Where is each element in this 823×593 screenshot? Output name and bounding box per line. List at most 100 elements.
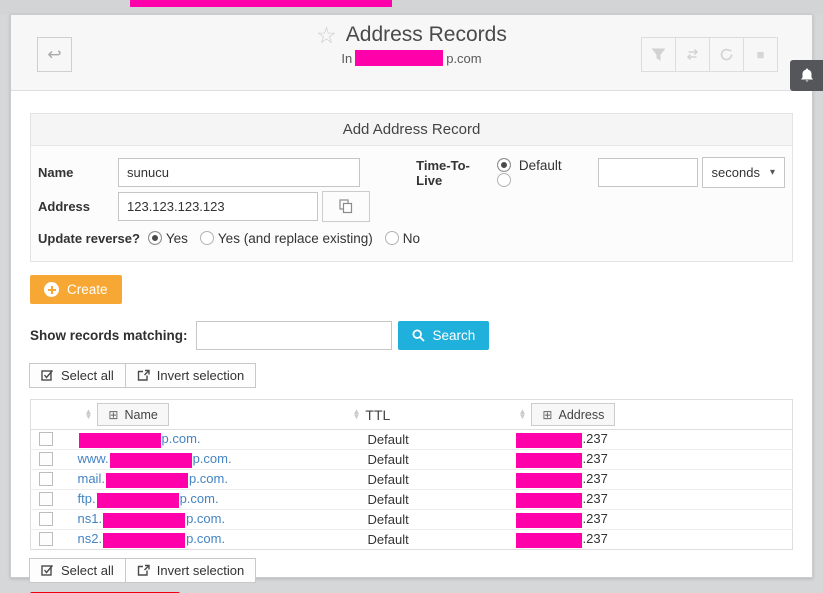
select-all-label: Select all [61, 368, 114, 383]
subtitle-prefix: In [341, 50, 353, 66]
page-title: Address Records [345, 23, 507, 46]
search-button[interactable]: Search [397, 321, 490, 350]
chevron-down-icon: ▾ [769, 167, 775, 178]
row-checkbox[interactable] [39, 532, 53, 546]
browser-top-strip [0, 0, 823, 14]
row-checkbox[interactable] [39, 512, 53, 526]
record-name-link[interactable]: ftp. p.com. [77, 491, 219, 508]
invert-selection-button[interactable]: Invert selection [124, 558, 257, 583]
record-ttl: Default [367, 452, 409, 467]
record-ttl: Default [367, 512, 409, 527]
row-checkbox[interactable] [39, 472, 53, 486]
redacted-address [515, 452, 582, 468]
row-checkbox[interactable] [39, 492, 53, 506]
name-header-label: Name [124, 407, 158, 422]
ttl-column-header[interactable]: TTL [365, 406, 391, 423]
bell-icon [800, 68, 813, 82]
show-matching-label: Show records matching: [30, 328, 188, 343]
redacted-domain [103, 532, 186, 548]
records-table: ▲ ▼ ⊞ Name ▲ ▼ TTL [30, 399, 793, 550]
page-header: ↩ ☆ Address Records In p.com [11, 15, 812, 91]
record-name-link[interactable]: ns2. p.com. [77, 531, 226, 548]
redacted-address [515, 512, 582, 528]
update-replace-label: Yes (and replace existing) [217, 230, 373, 246]
ttl-default-label: Default [518, 157, 562, 173]
table-header-row: ▲ ▼ ⊞ Name ▲ ▼ TTL [30, 399, 793, 430]
selection-toolbar-top: Select all Invert selection [29, 363, 793, 388]
refresh-icon [720, 48, 733, 61]
copy-icon [339, 199, 353, 214]
record-address-suffix: .237 [582, 451, 608, 467]
sort-icon[interactable]: ▲ ▼ [352, 407, 361, 421]
record-name-link[interactable]: ns1. p.com. [77, 511, 226, 528]
notifications-bell-button[interactable] [790, 60, 823, 91]
redacted-address [515, 472, 582, 488]
address-input[interactable] [118, 192, 318, 221]
record-ttl: Default [367, 472, 409, 487]
main-panel: ↩ ☆ Address Records In p.com [10, 14, 813, 593]
ttl-unit-select[interactable]: seconds ▾ [701, 157, 785, 188]
select-all-button[interactable]: Select all [29, 558, 126, 583]
invert-selection-icon [137, 564, 150, 576]
back-button[interactable]: ↩ [37, 37, 72, 72]
record-address-suffix: .237 [582, 531, 608, 547]
name-input[interactable] [118, 158, 361, 187]
record-address-suffix: .237 [582, 491, 608, 507]
filter-button[interactable] [641, 37, 676, 72]
invert-selection-label: Invert selection [156, 563, 245, 578]
select-all-button[interactable]: Select all [29, 363, 126, 388]
favorite-star-icon[interactable]: ☆ [316, 21, 337, 48]
select-all-icon [41, 565, 54, 576]
redacted-domain [103, 512, 186, 528]
invert-selection-label: Invert selection [156, 368, 245, 383]
address-column-header[interactable]: ⊞ Address [531, 403, 616, 426]
plus-circle-icon [44, 282, 59, 297]
refresh-button[interactable] [709, 37, 744, 72]
update-no-radio[interactable] [384, 231, 399, 245]
search-input[interactable] [195, 321, 392, 350]
sort-icon[interactable]: ▲ ▼ [518, 407, 527, 421]
ttl-label: Time-To-Live [416, 157, 470, 188]
create-button-label: Create [67, 282, 108, 297]
table-row: p.com. Default .237 [30, 429, 793, 450]
name-column-header[interactable]: ⊞ Name [97, 403, 169, 426]
redacted-domain [78, 432, 161, 448]
stop-button[interactable]: ■ [743, 37, 778, 72]
name-label: Name [38, 165, 74, 180]
paste-address-button[interactable] [322, 191, 370, 222]
invert-selection-icon [137, 369, 150, 381]
row-checkbox[interactable] [39, 452, 53, 466]
address-label: Address [38, 199, 91, 214]
record-address-suffix: .237 [582, 471, 608, 487]
update-replace-radio[interactable] [199, 231, 214, 245]
row-checkbox[interactable] [39, 432, 53, 446]
record-address-suffix: .237 [582, 511, 608, 527]
repeat-icon [686, 48, 699, 61]
record-ttl: Default [367, 492, 409, 507]
stop-icon: ■ [756, 47, 765, 62]
redacted-address [515, 492, 582, 508]
ttl-value-input[interactable] [597, 158, 698, 187]
update-yes-radio[interactable] [147, 231, 162, 245]
record-name-link[interactable]: mail. p.com. [77, 471, 228, 488]
repeat-button[interactable] [675, 37, 710, 72]
redacted-domain [109, 452, 192, 468]
record-ttl: Default [367, 432, 409, 447]
table-row: ns1. p.com. Default .237 [30, 509, 793, 530]
record-name-link[interactable]: p.com. [78, 431, 201, 448]
record-name-link[interactable]: www. p.com. [77, 451, 232, 468]
redacted-domain [355, 50, 444, 66]
redaction-bar [130, 0, 392, 7]
subtitle-domain-suffix: p.com [446, 50, 482, 66]
selection-toolbar-bottom: Select all Invert selection [29, 558, 793, 583]
form-heading: Add Address Record [31, 114, 792, 146]
create-button[interactable]: Create [30, 275, 122, 304]
sort-icon[interactable]: ▲ ▼ [84, 407, 93, 421]
checkbox-column-header [30, 399, 61, 430]
search-button-label: Search [432, 328, 476, 343]
invert-selection-button[interactable]: Invert selection [124, 363, 257, 388]
ttl-custom-radio[interactable] [497, 172, 512, 187]
ttl-default-radio[interactable] [497, 157, 512, 172]
table-row: www. p.com. Default .237 [30, 449, 793, 470]
record-address-suffix: .237 [582, 431, 608, 447]
